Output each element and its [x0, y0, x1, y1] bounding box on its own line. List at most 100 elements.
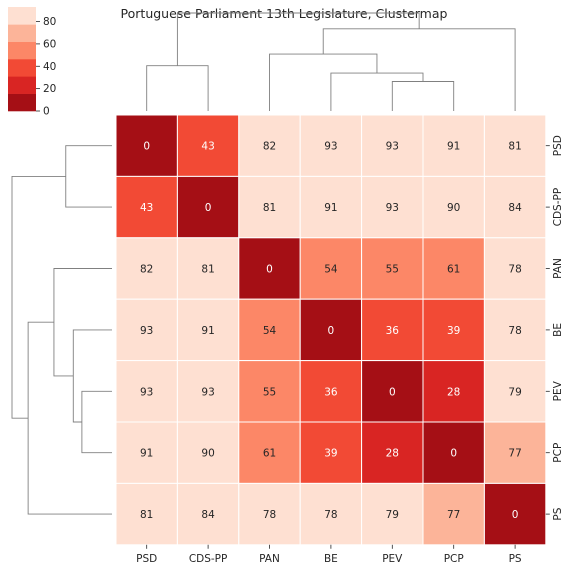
heatmap-cell	[483, 175, 547, 239]
heatmap-cell	[299, 298, 363, 362]
heatmap-cell	[299, 360, 363, 423]
cell-value-label: 78	[263, 509, 276, 521]
cell-value-label: 81	[140, 509, 153, 521]
heatmap-cell	[422, 421, 485, 484]
colorbar-tick-label: 0	[43, 106, 50, 118]
row-dendrogram	[11, 145, 112, 515]
colorbar-tick-label: 80	[43, 16, 56, 28]
column-tick-labels: PSD CDS-PP PAN BE PEV PCP PS	[136, 544, 522, 565]
heatmap-cell	[361, 175, 424, 239]
cell-value-label: 91	[201, 325, 214, 337]
heatmap-cell	[238, 421, 301, 484]
heatmap-cell	[238, 298, 301, 362]
cell-value-label: 0	[205, 202, 212, 214]
cell-value-label: 93	[201, 386, 214, 398]
cell-value-label: 28	[386, 448, 399, 460]
cell-value-label: 54	[263, 325, 277, 337]
cell-value-label: 91	[447, 141, 460, 153]
heatmap-cell	[422, 114, 485, 177]
heatmap-cell	[238, 360, 301, 423]
heatmap-cell	[299, 421, 363, 484]
column-tick-label: PCP	[444, 553, 464, 565]
heatmap-cell	[176, 175, 240, 239]
cell-value-label: 55	[386, 264, 399, 276]
cell-value-label: 79	[508, 386, 521, 398]
colorbar-segment	[8, 93, 36, 112]
column-tick-label: CDS-PP	[189, 553, 228, 565]
heatmap-cell	[422, 360, 485, 423]
heatmap-cell	[299, 482, 363, 546]
row-tick-label: PAN	[552, 258, 564, 279]
cell-value-label: 0	[512, 509, 519, 521]
colorbar-segment	[8, 59, 36, 77]
row-tick-label: PS	[552, 507, 564, 520]
row-tick-label: PCP	[552, 443, 564, 463]
column-tick-label: PEV	[382, 553, 403, 565]
column-dendrogram	[146, 12, 516, 111]
cell-value-label: 0	[450, 448, 457, 460]
heatmap-cell	[483, 298, 547, 362]
cell-value-label: 0	[389, 386, 396, 398]
heatmap-cell	[115, 482, 178, 546]
heatmap-cell	[115, 360, 178, 423]
row-dendrogram-link	[27, 321, 112, 515]
cell-value-label: 0	[328, 325, 335, 337]
heatmap-cell	[483, 421, 547, 484]
heatmap-cell	[422, 482, 485, 546]
row-dendrogram-link	[65, 145, 112, 208]
cell-value-label: 39	[447, 325, 460, 337]
cell-value-label: 61	[447, 264, 460, 276]
cell-value-label: 81	[508, 141, 521, 153]
colorbar: 0 20 40 60 80	[8, 7, 56, 118]
cell-value-label: 36	[324, 386, 338, 398]
column-dendrogram-link	[330, 72, 424, 111]
cell-value-label: 90	[447, 202, 460, 214]
cell-value-label: 36	[386, 325, 400, 337]
cell-value-label: 81	[263, 202, 276, 214]
heatmap-cell	[115, 298, 178, 362]
row-tick-label: CDS-PP	[552, 188, 564, 227]
heatmap-cell	[176, 482, 240, 546]
cell-value-label: 93	[140, 325, 153, 337]
column-tick-label: PS	[509, 553, 522, 565]
cell-value-label: 91	[324, 202, 337, 214]
colorbar-tick-label: 20	[43, 83, 56, 95]
row-tick-label: BE	[552, 323, 564, 337]
heatmap-cell	[361, 360, 424, 423]
cell-value-label: 55	[263, 386, 276, 398]
column-dendrogram-link	[176, 12, 420, 66]
colorbar-segment	[8, 41, 36, 60]
heatmap-cell	[115, 237, 178, 300]
colorbar-segment	[8, 24, 36, 42]
row-dendrogram-link	[72, 329, 112, 423]
row-tick-label: PEV	[552, 380, 564, 401]
chart-title: Portuguese Parliament 13th Legislature, …	[120, 6, 448, 21]
heatmap-cell	[176, 421, 240, 484]
row-tick-label: PSD	[552, 135, 564, 156]
cell-value-label: 78	[324, 509, 337, 521]
heatmap-cell	[115, 421, 178, 484]
heatmap-cell	[422, 175, 485, 239]
cell-value-label: 82	[263, 141, 276, 153]
cell-value-label: 82	[140, 264, 153, 276]
cell-value-label: 43	[140, 202, 153, 214]
cell-value-label: 78	[508, 325, 521, 337]
heatmap-cell	[422, 298, 485, 362]
heatmap-cell	[483, 114, 547, 177]
cell-value-label: 77	[447, 509, 460, 521]
colorbar-tick-label: 60	[43, 38, 56, 50]
cell-value-label: 93	[324, 141, 337, 153]
cell-value-label: 93	[386, 141, 399, 153]
heatmap-cell	[361, 114, 424, 177]
column-dendrogram-link	[146, 65, 209, 111]
heatmap-cell	[115, 175, 178, 239]
heatmap-cell	[299, 237, 363, 300]
colorbar-segment	[8, 76, 36, 94]
cell-value-label: 91	[140, 448, 153, 460]
cell-value-label: 90	[201, 448, 214, 460]
cell-value-label: 78	[508, 264, 521, 276]
cell-value-label: 43	[201, 141, 214, 153]
cell-value-label: 84	[508, 202, 522, 214]
cell-value-label: 54	[324, 264, 338, 276]
row-tick-labels: PSD CDS-PP PAN BE PEV PCP PS	[545, 135, 564, 521]
